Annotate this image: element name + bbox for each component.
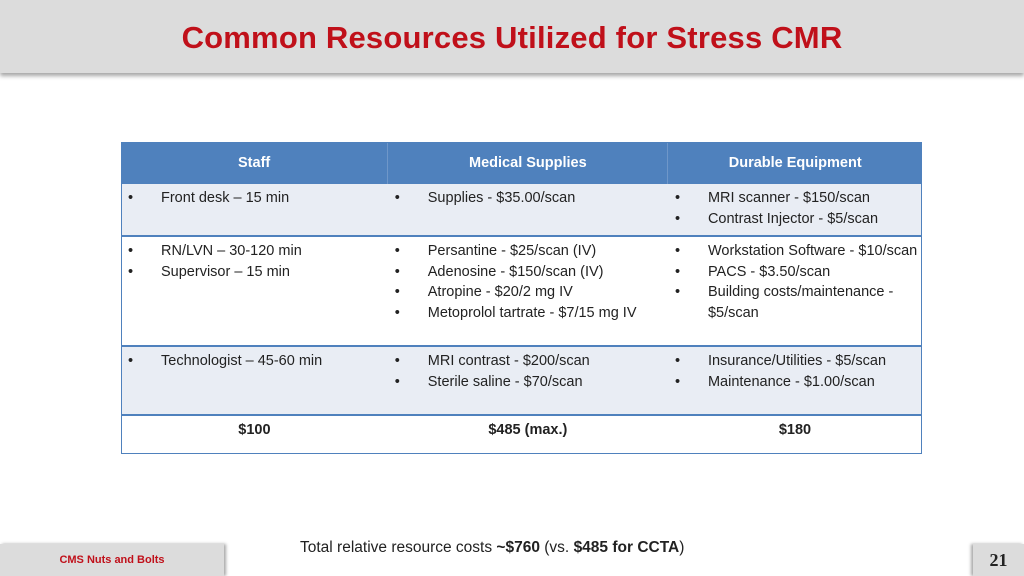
list-item: Sterile saline - $70/scan (388, 372, 668, 393)
equipment-cell: Workstation Software - $10/scan PACS - $… (667, 236, 922, 347)
brand-label: CMS Nuts and Bolts (59, 554, 165, 566)
list-item: Metoprolol tartrate - $7/15 mg IV (388, 303, 668, 324)
equipment-cell: MRI scanner - $150/scan Contrast Injecto… (667, 184, 922, 237)
note-prefix: Total relative resource costs (300, 539, 497, 556)
list-item: Technologist – 45-60 min (121, 351, 388, 372)
header-medical-supplies: Medical Supplies (387, 142, 669, 184)
total-staff: $100 (121, 415, 388, 462)
note-total: ~$760 (496, 539, 540, 556)
note-compare: $485 for CCTA (573, 539, 680, 556)
totals-row: $100 $485 (max.) $180 (121, 415, 922, 462)
list-item: PACS - $3.50/scan (668, 262, 922, 283)
total-cost-note: Total relative resource costs ~$760 (vs.… (300, 539, 684, 557)
list-item: Workstation Software - $10/scan (668, 241, 922, 262)
page-title: Common Resources Utilized for Stress CMR (181, 19, 843, 55)
note-mid: (vs. (539, 539, 574, 556)
supplies-cell: MRI contrast - $200/scan Sterile saline … (387, 346, 668, 416)
list-item: RN/LVN – 30-120 min (121, 241, 388, 262)
table-row: RN/LVN – 30-120 min Supervisor – 15 min … (121, 236, 922, 347)
brand-footer: CMS Nuts and Bolts (0, 544, 224, 576)
total-supplies: $485 (max.) (387, 415, 668, 462)
list-item: Insurance/Utilities - $5/scan (668, 351, 922, 372)
list-item: MRI contrast - $200/scan (388, 351, 668, 372)
page-number: 21 (973, 544, 1024, 576)
table-header-row: Staff Medical Supplies Durable Equipment (121, 142, 922, 184)
total-equipment: $180 (667, 415, 922, 462)
list-item: Maintenance - $1.00/scan (668, 372, 922, 393)
note-suffix: ) (679, 539, 685, 556)
staff-cell: RN/LVN – 30-120 min Supervisor – 15 min (121, 236, 388, 347)
list-item: Adenosine - $150/scan (IV) (388, 262, 668, 283)
header-staff: Staff (121, 142, 389, 184)
list-item: Contrast Injector - $5/scan (668, 209, 922, 230)
list-item: Front desk – 15 min (121, 188, 388, 209)
table-row: Front desk – 15 min Supplies - $35.00/sc… (121, 184, 922, 237)
list-item: Persantine - $25/scan (IV) (388, 241, 668, 262)
staff-cell: Front desk – 15 min (121, 184, 388, 237)
list-item: Supervisor – 15 min (121, 262, 388, 283)
header-durable-equipment: Durable Equipment (667, 142, 922, 184)
staff-cell: Technologist – 45-60 min (121, 346, 388, 416)
list-item: Supplies - $35.00/scan (388, 188, 668, 209)
supplies-cell: Persantine - $25/scan (IV) Adenosine - $… (387, 236, 668, 347)
resources-table: Staff Medical Supplies Durable Equipment… (121, 142, 922, 462)
list-item: MRI scanner - $150/scan (668, 188, 922, 209)
table-row: Technologist – 45-60 min MRI contrast - … (121, 346, 922, 416)
title-bar: Common Resources Utilized for Stress CMR (0, 0, 1024, 73)
supplies-cell: Supplies - $35.00/scan (387, 184, 668, 237)
list-item: Building costs/maintenance - $5/scan (668, 282, 922, 323)
list-item: Atropine - $20/2 mg IV (388, 282, 668, 303)
equipment-cell: Insurance/Utilities - $5/scan Maintenanc… (667, 346, 922, 416)
